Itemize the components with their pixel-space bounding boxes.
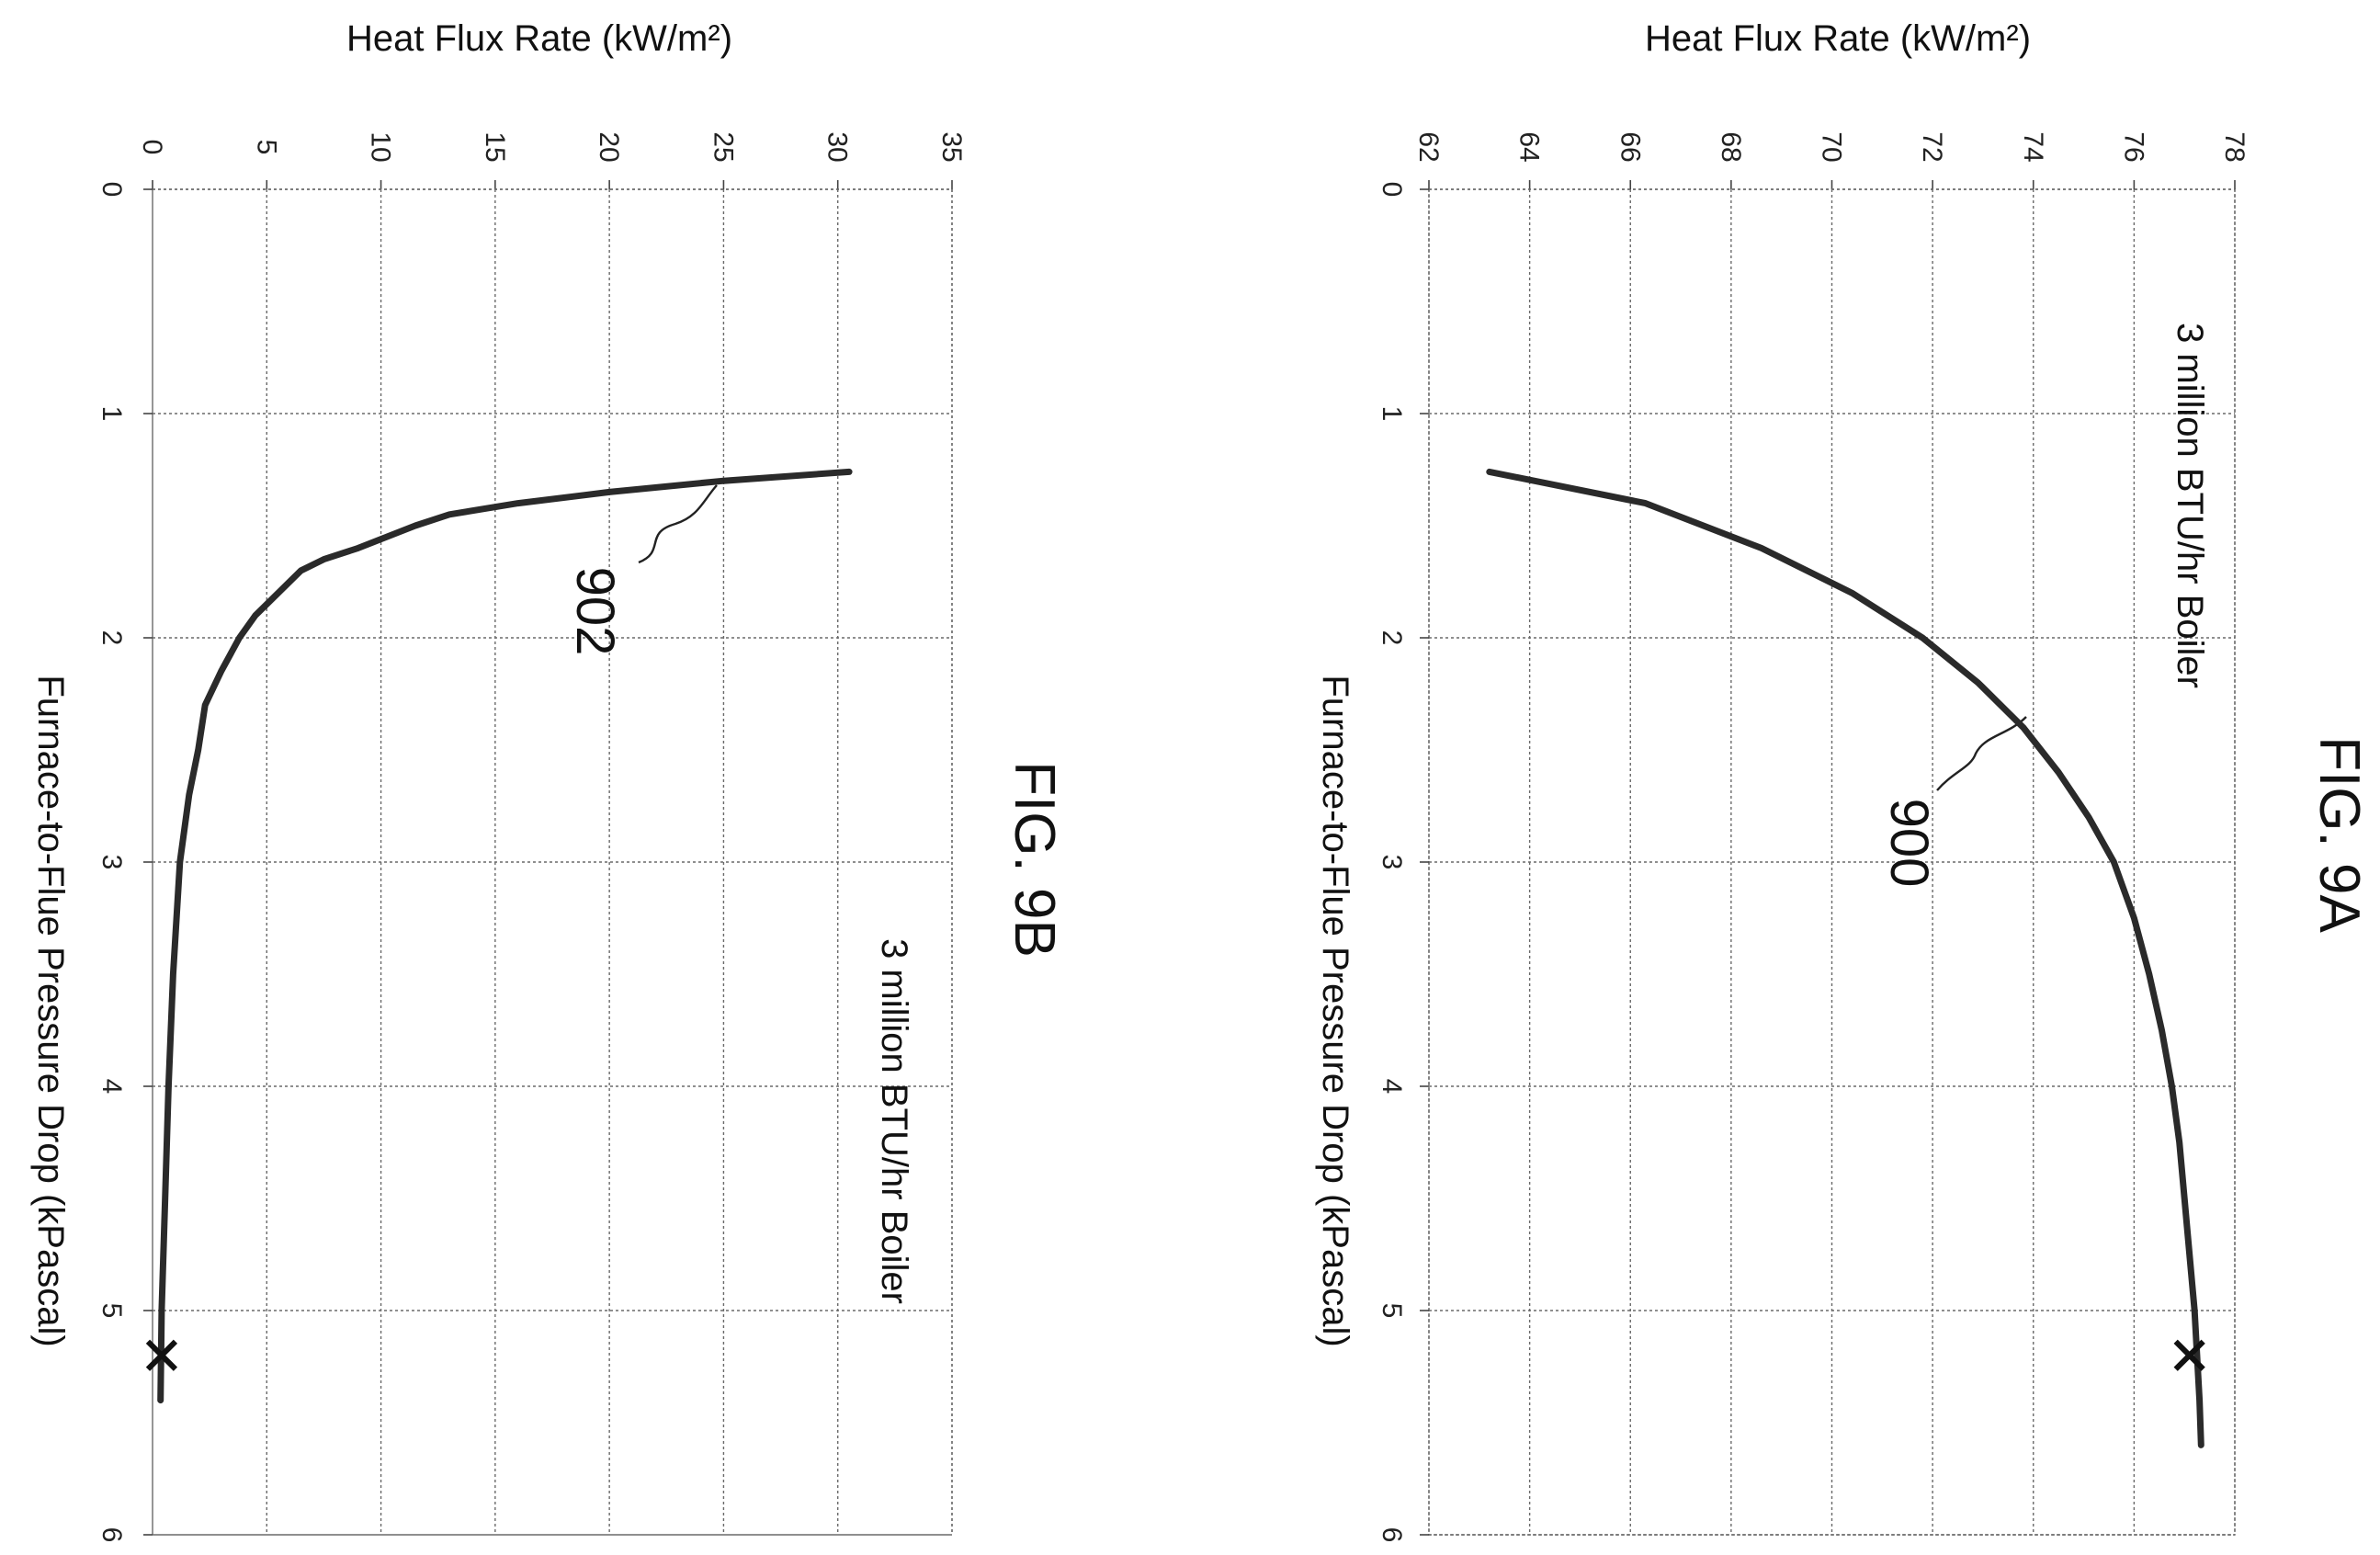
y-tick-label: 0 [137,140,167,155]
y-axis-title: Heat Flux Rate (kW/m²) [1645,18,2031,59]
y-tick-label: 35 [936,131,967,162]
figure-label: FIG. 9B [1003,761,1066,958]
reference-numeral: 902 [565,567,625,656]
y-tick-label: 72 [1917,131,1947,162]
y-tick-label: 15 [480,131,510,162]
boiler-annotation: 3 million BTU/hr Boiler [874,938,914,1304]
end-marker [2173,1339,2205,1371]
x-tick-label: 4 [96,1079,127,1095]
x-tick-label: 3 [96,855,127,870]
x-tick-labels: 0 1 2 3 4 5 6 [1377,182,1407,1543]
boiler-annotation: 3 million BTU/hr Boiler [2170,323,2210,688]
chart-panel-fig-9a: Heat Flux Rate (kW/m²) 62 64 66 68 70 72 74 76 7… [1315,18,2371,1542]
series-line [1486,468,2204,1448]
y-tick-label: 78 [2219,131,2250,162]
y-tick-label: 76 [2118,131,2148,162]
end-marker [145,1339,178,1371]
reference-leader-line [1936,716,2027,791]
x-tick-label: 4 [1377,1079,1407,1095]
x-tick-label: 0 [96,182,127,198]
grid [143,180,953,1536]
y-tick-label: 70 [1817,131,1847,162]
end-marker-stroke [2173,1339,2205,1371]
y-tick-label: 62 [1413,131,1444,162]
y-tick-label: 5 [251,140,281,155]
reference-leader-line [638,484,718,564]
y-tick-labels: 62 64 66 68 70 72 74 76 78 [1413,131,2250,162]
series-line [157,468,853,1404]
figure-label: FIG. 9A [2307,736,2371,933]
y-tick-label: 66 [1615,131,1645,162]
x-tick-labels: 0 1 2 3 4 5 6 [96,182,127,1543]
x-tick-label: 6 [1377,1527,1407,1543]
y-tick-labels: 0 5 10 15 20 25 30 35 [137,131,967,162]
x-axis-title: Furnace-to-Flue Pressure Drop (kPascal) [30,675,71,1346]
x-tick-label: 2 [1377,630,1407,646]
x-tick-label: 2 [96,630,127,646]
end-marker-stroke [145,1339,178,1371]
x-tick-label: 0 [1377,182,1407,198]
chart-panel-fig-9b: Heat Flux Rate (kW/m²) 0 5 10 15 20 25 30 35 01… [30,18,1066,1542]
x-tick-label: 3 [1377,855,1407,870]
x-tick-label: 5 [96,1303,127,1319]
grid [1420,180,2236,1536]
y-tick-label: 10 [366,131,396,162]
x-tick-label: 5 [1377,1303,1407,1319]
x-tick-label: 1 [96,406,127,422]
y-tick-label: 25 [708,131,738,162]
x-tick-label: 6 [96,1527,127,1543]
y-tick-label: 68 [1716,131,1746,162]
y-tick-label: 20 [594,131,624,162]
y-tick-label: 64 [1514,131,1545,162]
x-tick-label: 1 [1377,406,1407,422]
y-axis-title: Heat Flux Rate (kW/m²) [346,18,732,59]
reference-numeral: 900 [1879,799,1939,888]
y-tick-label: 74 [2018,131,2048,162]
x-axis-title: Furnace-to-Flue Pressure Drop (kPascal) [1315,675,1355,1346]
y-tick-label: 30 [822,131,853,162]
